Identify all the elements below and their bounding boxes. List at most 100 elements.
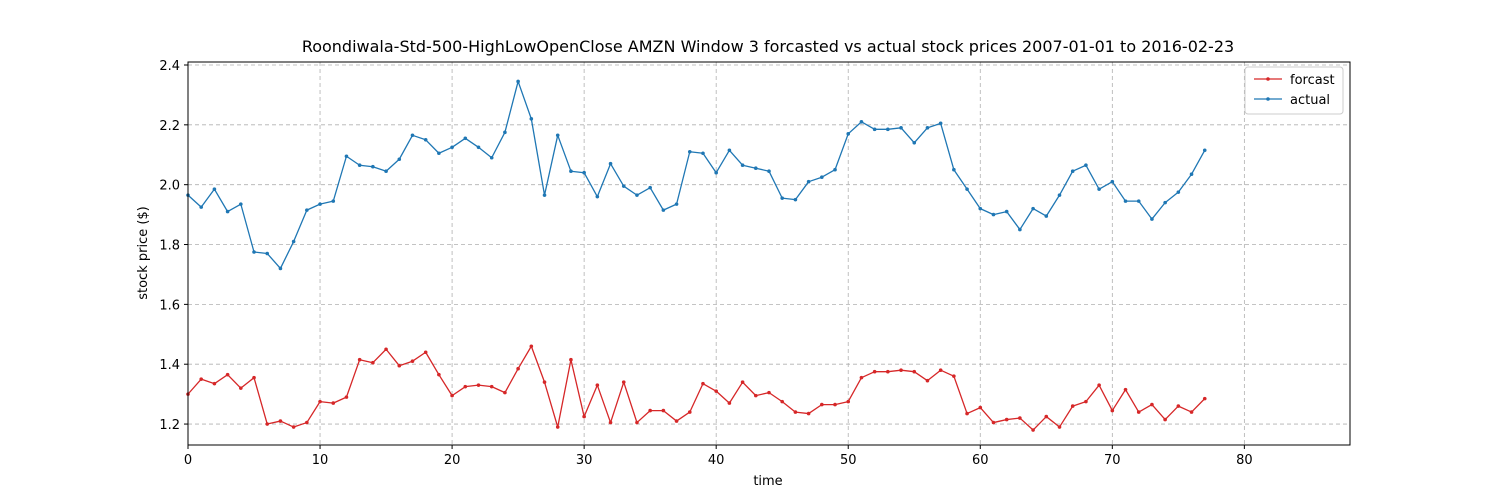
actual-point	[252, 250, 256, 254]
actual-point	[820, 175, 824, 179]
actual-point	[278, 266, 283, 271]
actual-point	[1110, 179, 1115, 184]
actual-point	[1057, 193, 1062, 197]
actual-point	[1097, 187, 1101, 191]
actual-point	[225, 209, 230, 214]
forcast-point	[1070, 404, 1075, 408]
forcast-point	[595, 383, 600, 387]
forcast-point	[899, 368, 903, 372]
actual-point	[714, 170, 718, 175]
forcast-point	[1189, 410, 1194, 414]
x-tick-label: 0	[184, 453, 192, 468]
forcast-point	[886, 369, 890, 374]
x-tick-label: 10	[312, 453, 329, 468]
forcast-point	[965, 411, 969, 416]
forcast-point	[1031, 428, 1035, 432]
actual-point	[516, 79, 520, 84]
forcast-point	[608, 420, 613, 425]
forcast-point	[793, 410, 798, 414]
actual-point	[318, 202, 322, 206]
actual-point	[239, 202, 243, 206]
forcast-point	[437, 372, 441, 377]
forcast-point	[1202, 396, 1207, 401]
actual-point	[1123, 199, 1128, 203]
actual-point	[872, 127, 877, 132]
forcast-point	[1057, 425, 1062, 429]
forcast-point	[952, 374, 956, 378]
y-axis-label: stock price ($)	[136, 206, 151, 300]
y-tick-label: 1.2	[159, 418, 180, 433]
actual-point	[687, 149, 692, 154]
forcast-point	[384, 347, 388, 352]
actual-point	[463, 136, 468, 141]
x-tick-label: 30	[576, 453, 593, 468]
actual-point	[437, 151, 441, 156]
forcast-point	[582, 414, 586, 419]
forcast-point	[991, 420, 996, 425]
actual-point	[886, 127, 890, 132]
forcast-point	[252, 375, 256, 380]
forcast-point	[529, 344, 534, 349]
actual-point	[569, 169, 573, 174]
actual-point	[912, 140, 917, 145]
forcast-point	[714, 389, 718, 393]
actual-point	[925, 126, 930, 130]
chart-title: Roondiwala-Std-500-HighLowOpenClose AMZN…	[302, 37, 1234, 56]
x-tick-label: 40	[708, 453, 725, 468]
forcast-point	[859, 375, 864, 380]
actual-point	[648, 185, 652, 190]
actual-point	[423, 137, 428, 142]
actual-point	[806, 179, 811, 184]
actual-point	[952, 167, 956, 172]
actual-point	[1070, 169, 1075, 174]
forcast-point	[806, 411, 811, 416]
actual-point	[1189, 172, 1194, 177]
forcast-point	[357, 357, 362, 362]
forcast-point	[687, 410, 692, 414]
actual-point	[582, 170, 586, 175]
legend-swatch-marker	[1266, 77, 1270, 81]
actual-point	[674, 202, 679, 206]
y-tick-label: 2.4	[159, 59, 180, 74]
x-tick-label: 70	[1104, 453, 1121, 468]
actual-point	[331, 199, 336, 203]
forcast-point	[753, 393, 758, 398]
forcast-point	[476, 383, 481, 387]
actual-point	[397, 157, 402, 162]
actual-point	[555, 133, 560, 138]
forcast-point	[278, 419, 283, 423]
forcast-point	[820, 402, 824, 407]
actual-point	[701, 151, 705, 156]
forcast-point	[978, 405, 983, 410]
forcast-point	[1018, 416, 1022, 420]
forcast-point	[1004, 417, 1009, 422]
actual-point	[859, 120, 864, 124]
actual-point	[965, 187, 969, 191]
forcast-point	[410, 359, 415, 364]
forcast-point	[569, 357, 573, 362]
forcast-point	[516, 366, 520, 371]
forcast-point	[661, 408, 666, 413]
actual-point	[344, 154, 349, 159]
actual-point	[529, 117, 534, 121]
forcast-point	[397, 363, 402, 368]
y-tick-label: 1.8	[159, 239, 180, 254]
actual-point	[476, 145, 481, 150]
actual-point	[727, 148, 732, 153]
actual-point	[384, 169, 388, 174]
actual-point	[199, 205, 204, 209]
forcast-point	[1163, 417, 1167, 422]
series-forcast	[186, 344, 1207, 432]
actual-point	[1004, 209, 1009, 214]
actual-point	[1150, 217, 1154, 221]
legend-label: actual	[1290, 93, 1330, 108]
actual-point	[1084, 163, 1088, 168]
forcast-point	[701, 381, 705, 386]
forcast-point	[925, 378, 930, 383]
forcast-point	[331, 401, 336, 405]
forcast-point	[938, 368, 943, 372]
forcast-point	[555, 425, 560, 429]
actual-point	[542, 193, 547, 197]
actual-point	[767, 169, 771, 174]
